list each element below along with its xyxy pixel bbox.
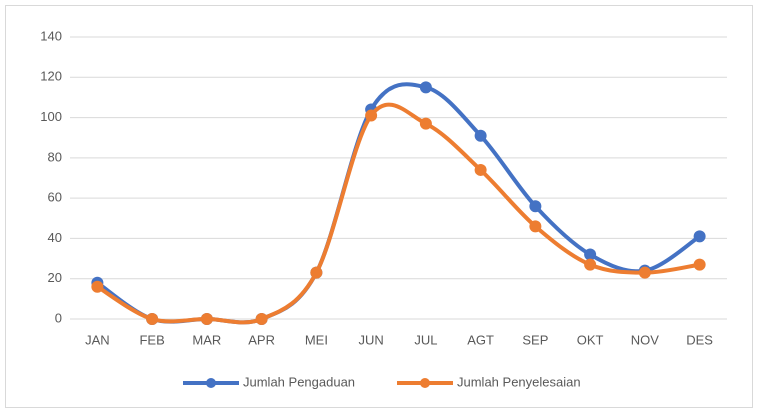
x-tick-label: SEP xyxy=(522,332,548,347)
data-point xyxy=(200,313,213,325)
x-tick-label: OKT xyxy=(577,332,604,347)
y-tick-label: 120 xyxy=(40,69,62,84)
x-tick-label: MEI xyxy=(305,332,328,347)
data-point xyxy=(419,117,432,130)
y-tick-label: 0 xyxy=(55,310,62,325)
legend-label: Jumlah Pengaduan xyxy=(243,374,355,389)
x-tick-label: FEB xyxy=(139,332,164,347)
x-tick-label: JUL xyxy=(414,332,437,347)
y-tick-label: 100 xyxy=(40,109,62,124)
data-point xyxy=(584,248,597,261)
x-tick-label: NOV xyxy=(631,332,660,347)
data-point xyxy=(693,258,706,271)
data-point xyxy=(91,280,104,293)
data-point xyxy=(419,81,432,94)
data-point xyxy=(638,266,651,279)
x-tick-label: MAR xyxy=(192,332,221,347)
legend-marker xyxy=(420,378,430,388)
data-point xyxy=(584,258,597,271)
y-tick-label: 40 xyxy=(48,230,62,245)
data-point xyxy=(255,313,268,325)
data-point xyxy=(693,230,706,243)
data-point xyxy=(146,313,159,325)
x-tick-label: AGT xyxy=(467,332,494,347)
legend-marker xyxy=(206,378,216,388)
data-point xyxy=(310,266,323,279)
data-point xyxy=(529,220,542,233)
y-tick-label: 20 xyxy=(48,270,62,285)
y-tick-label: 140 xyxy=(40,28,62,43)
x-tick-label: JUN xyxy=(358,332,383,347)
data-point xyxy=(365,109,378,122)
x-tick-label: JAN xyxy=(85,332,110,347)
x-tick-label: APR xyxy=(248,332,275,347)
legend-label: Jumlah Penyelesaian xyxy=(457,374,581,389)
y-tick-label: 60 xyxy=(48,190,62,205)
chart-frame xyxy=(5,5,753,408)
x-tick-label: DES xyxy=(686,332,713,347)
data-point xyxy=(529,200,542,213)
y-tick-label: 80 xyxy=(48,149,62,164)
data-point xyxy=(474,163,487,176)
data-point xyxy=(474,129,487,142)
